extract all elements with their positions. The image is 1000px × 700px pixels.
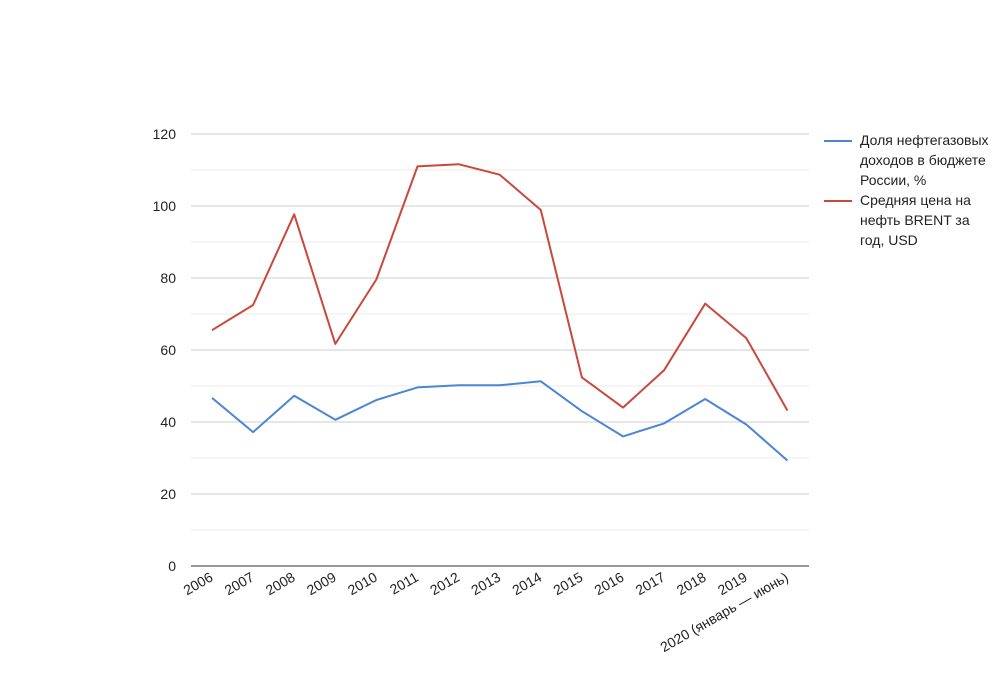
y-tick-label: 0	[168, 558, 176, 574]
y-tick-label: 120	[153, 126, 177, 142]
legend-swatch-red	[824, 200, 852, 202]
y-tick-label: 40	[160, 414, 176, 430]
x-tick-label: 2008	[263, 569, 298, 599]
y-tick-label: 80	[160, 270, 176, 286]
x-tick-label: 2012	[427, 569, 462, 599]
y-tick-label: 20	[160, 486, 176, 502]
legend-item-oil-gas-share: Доля нефтегазовых доходов в бюджете Росс…	[824, 130, 994, 190]
series-line-1	[211, 163, 789, 411]
x-tick-label: 2014	[509, 569, 544, 599]
x-tick-label: 2015	[550, 569, 585, 599]
legend-swatch-blue	[824, 140, 852, 142]
series-line-0	[211, 380, 789, 462]
x-tick-label: 2017	[633, 569, 668, 599]
y-tick-label: 100	[153, 198, 177, 214]
legend-label-oil-gas-share: Доля нефтегазовых доходов в бюджете Росс…	[860, 132, 989, 188]
x-tick-label: 2007	[222, 569, 257, 599]
x-tick-label: 2013	[468, 569, 503, 599]
x-tick-label: 2010	[345, 569, 380, 599]
x-tick-label: 2018	[674, 569, 709, 599]
y-tick-label: 60	[160, 342, 176, 358]
x-tick-label: 2016	[592, 569, 627, 599]
legend-item-brent-price: Средняя цена на нефть BRENT за год, USD	[824, 190, 994, 250]
legend: Доля нефтегазовых доходов в бюджете Росс…	[824, 130, 994, 250]
x-tick-label: 2011	[387, 569, 421, 598]
legend-label-brent-price: Средняя цена на нефть BRENT за год, USD	[860, 192, 971, 248]
x-tick-label: 2009	[304, 569, 339, 599]
x-tick-label: 2006	[181, 569, 216, 599]
